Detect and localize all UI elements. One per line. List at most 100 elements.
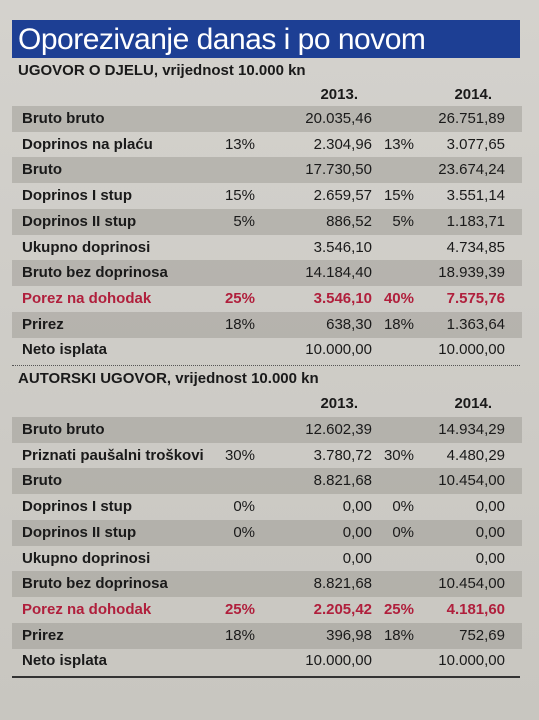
- value-2014: 23.674,24: [438, 161, 505, 179]
- table-row: Bruto bruto 12.602,39 14.934,29: [12, 417, 522, 443]
- table-row: Porez na dohodak 25% 2.205,42 25% 4.181,60: [12, 597, 522, 623]
- rate-2013: 0%: [233, 523, 255, 541]
- value-2014: 0,00: [475, 523, 505, 541]
- section-heading-label: AUTORSKI UGOVOR: [18, 370, 167, 387]
- table-row: Neto isplata 10.000,00 10.000,00: [12, 648, 522, 674]
- value-2013: 20.035,46: [305, 110, 372, 127]
- row-label: Bruto: [22, 472, 62, 490]
- row-label: Neto isplata: [22, 652, 108, 670]
- rate-2014: 0%: [392, 523, 414, 541]
- bottom-rule: [12, 676, 520, 678]
- table-row: Doprinos na plaću 13% 2.304,96 13% 3.077,65: [12, 132, 522, 158]
- rate-2013: 15%: [224, 187, 255, 205]
- rate-2013: [187, 337, 255, 363]
- rate-2014: [372, 157, 414, 183]
- value-2013: 17.730,50: [305, 161, 372, 179]
- row-label: Prirez: [22, 626, 64, 644]
- table-row: Bruto bruto 20.035,46 26.751,89: [12, 106, 522, 132]
- value-2014: 3.077,65: [446, 135, 505, 153]
- rate-2013: 25%: [224, 600, 255, 618]
- rate-2014: [372, 571, 414, 597]
- table-row: Doprinos II stup 5% 886,52 5% 1.183,71: [12, 208, 522, 235]
- rate-2013: [187, 417, 255, 443]
- row-label: Porez na dohodak: [22, 289, 152, 307]
- table-row: Ukupno doprinosi 0,00 0,00: [12, 546, 522, 572]
- value-2014: 4.734,85: [446, 238, 505, 256]
- page-title: Oporezivanje danas i po novom: [18, 23, 426, 56]
- rate-2013: 30%: [224, 446, 255, 464]
- table-row: Doprinos I stup 0% 0,00 0% 0,00: [12, 494, 522, 520]
- rate-2013: [187, 235, 255, 261]
- value-2013: 0,00: [342, 498, 372, 516]
- row-label: Porez na dohodak: [22, 600, 152, 618]
- value-2014: 10.000,00: [438, 341, 505, 359]
- rate-2013: 5%: [233, 212, 255, 230]
- value-2014: 4.181,60: [446, 600, 505, 618]
- value-2014: 10.000,00: [438, 652, 505, 670]
- table-row: Doprinos II stup 0% 0,00 0% 0,00: [12, 519, 522, 546]
- value-2013: 638,30: [326, 315, 372, 333]
- value-2013: 3.780,72: [313, 446, 372, 464]
- row-label: Priznati paušalni troškovi: [22, 446, 204, 464]
- value-2013: 3.546,10: [313, 289, 372, 307]
- value-2013: 0,00: [342, 549, 372, 567]
- table-row: Bruto 8.821,68 10.454,00: [12, 468, 522, 495]
- rate-2014: 18%: [383, 626, 414, 644]
- rate-2014: [372, 546, 414, 572]
- row-label: Bruto bruto: [22, 421, 105, 438]
- value-2014: 10.454,00: [438, 472, 505, 490]
- table-row: Doprinos I stup 15% 2.659,57 15% 3.551,14: [12, 183, 522, 209]
- table-row: Prirez 18% 396,98 18% 752,69: [12, 622, 522, 649]
- value-2013: 2.659,57: [313, 187, 372, 205]
- section-divider: [12, 365, 520, 366]
- table-row: Priznati paušalni troškovi 30% 3.780,72 30%…: [12, 443, 522, 469]
- value-2013: 886,52: [326, 212, 372, 230]
- rate-2014: 30%: [383, 446, 414, 464]
- rate-2014: [372, 235, 414, 261]
- rate-2014: [372, 260, 414, 286]
- table-row: Bruto 17.730,50 23.674,24: [12, 157, 522, 184]
- rate-2013: [187, 157, 255, 183]
- value-2014: 26.751,89: [438, 110, 505, 127]
- value-2013: 396,98: [326, 626, 372, 644]
- section-heading-suffix: , vrijednost 10.000 kn: [166, 370, 319, 387]
- row-label: Bruto bruto: [22, 110, 105, 127]
- section-heading-autorski-ugovor: AUTORSKI UGOVOR, vrijednost 10.000 kn: [18, 370, 319, 387]
- table-row: Bruto bez doprinosa 8.821,68 10.454,00: [12, 571, 522, 598]
- row-label: Neto isplata: [22, 341, 108, 359]
- row-label: Ukupno doprinosi: [22, 549, 151, 567]
- value-2014: 1.363,64: [446, 315, 505, 333]
- rate-2013: 18%: [224, 315, 255, 333]
- value-2014: 7.575,76: [446, 289, 505, 307]
- year-2013-header: 2013.: [320, 86, 358, 103]
- value-2013: 10.000,00: [305, 341, 372, 359]
- title-banner: [12, 20, 520, 58]
- table-row: Bruto bez doprinosa 14.184,40 18.939,39: [12, 260, 522, 287]
- rate-2014: [372, 648, 414, 674]
- rate-2013: [187, 260, 255, 286]
- value-2014: 0,00: [475, 549, 505, 567]
- rate-2013: 13%: [224, 135, 255, 153]
- row-label: Doprinos na plaću: [22, 135, 153, 153]
- rate-2014: 13%: [383, 135, 414, 153]
- row-label: Bruto bez doprinosa: [22, 264, 168, 282]
- table-row: Prirez 18% 638,30 18% 1.363,64: [12, 311, 522, 338]
- row-label: Doprinos I stup: [22, 498, 132, 516]
- rate-2014: 15%: [383, 187, 414, 205]
- row-label: Bruto bez doprinosa: [22, 575, 168, 593]
- rate-2014: 25%: [383, 600, 414, 618]
- year-2014-header: 2014.: [454, 86, 492, 103]
- rate-2013: [187, 571, 255, 597]
- row-label: Prirez: [22, 315, 64, 333]
- rate-2013: 0%: [233, 498, 255, 516]
- row-label: Doprinos II stup: [22, 212, 137, 230]
- value-2014: 18.939,39: [438, 264, 505, 282]
- table-row: Neto isplata 10.000,00 10.000,00: [12, 337, 522, 363]
- rate-2013: [187, 648, 255, 674]
- rate-2014: [372, 468, 414, 494]
- value-2014: 752,69: [459, 626, 505, 644]
- row-label: Doprinos I stup: [22, 187, 132, 205]
- value-2014: 1.183,71: [446, 212, 505, 230]
- value-2013: 12.602,39: [305, 421, 372, 438]
